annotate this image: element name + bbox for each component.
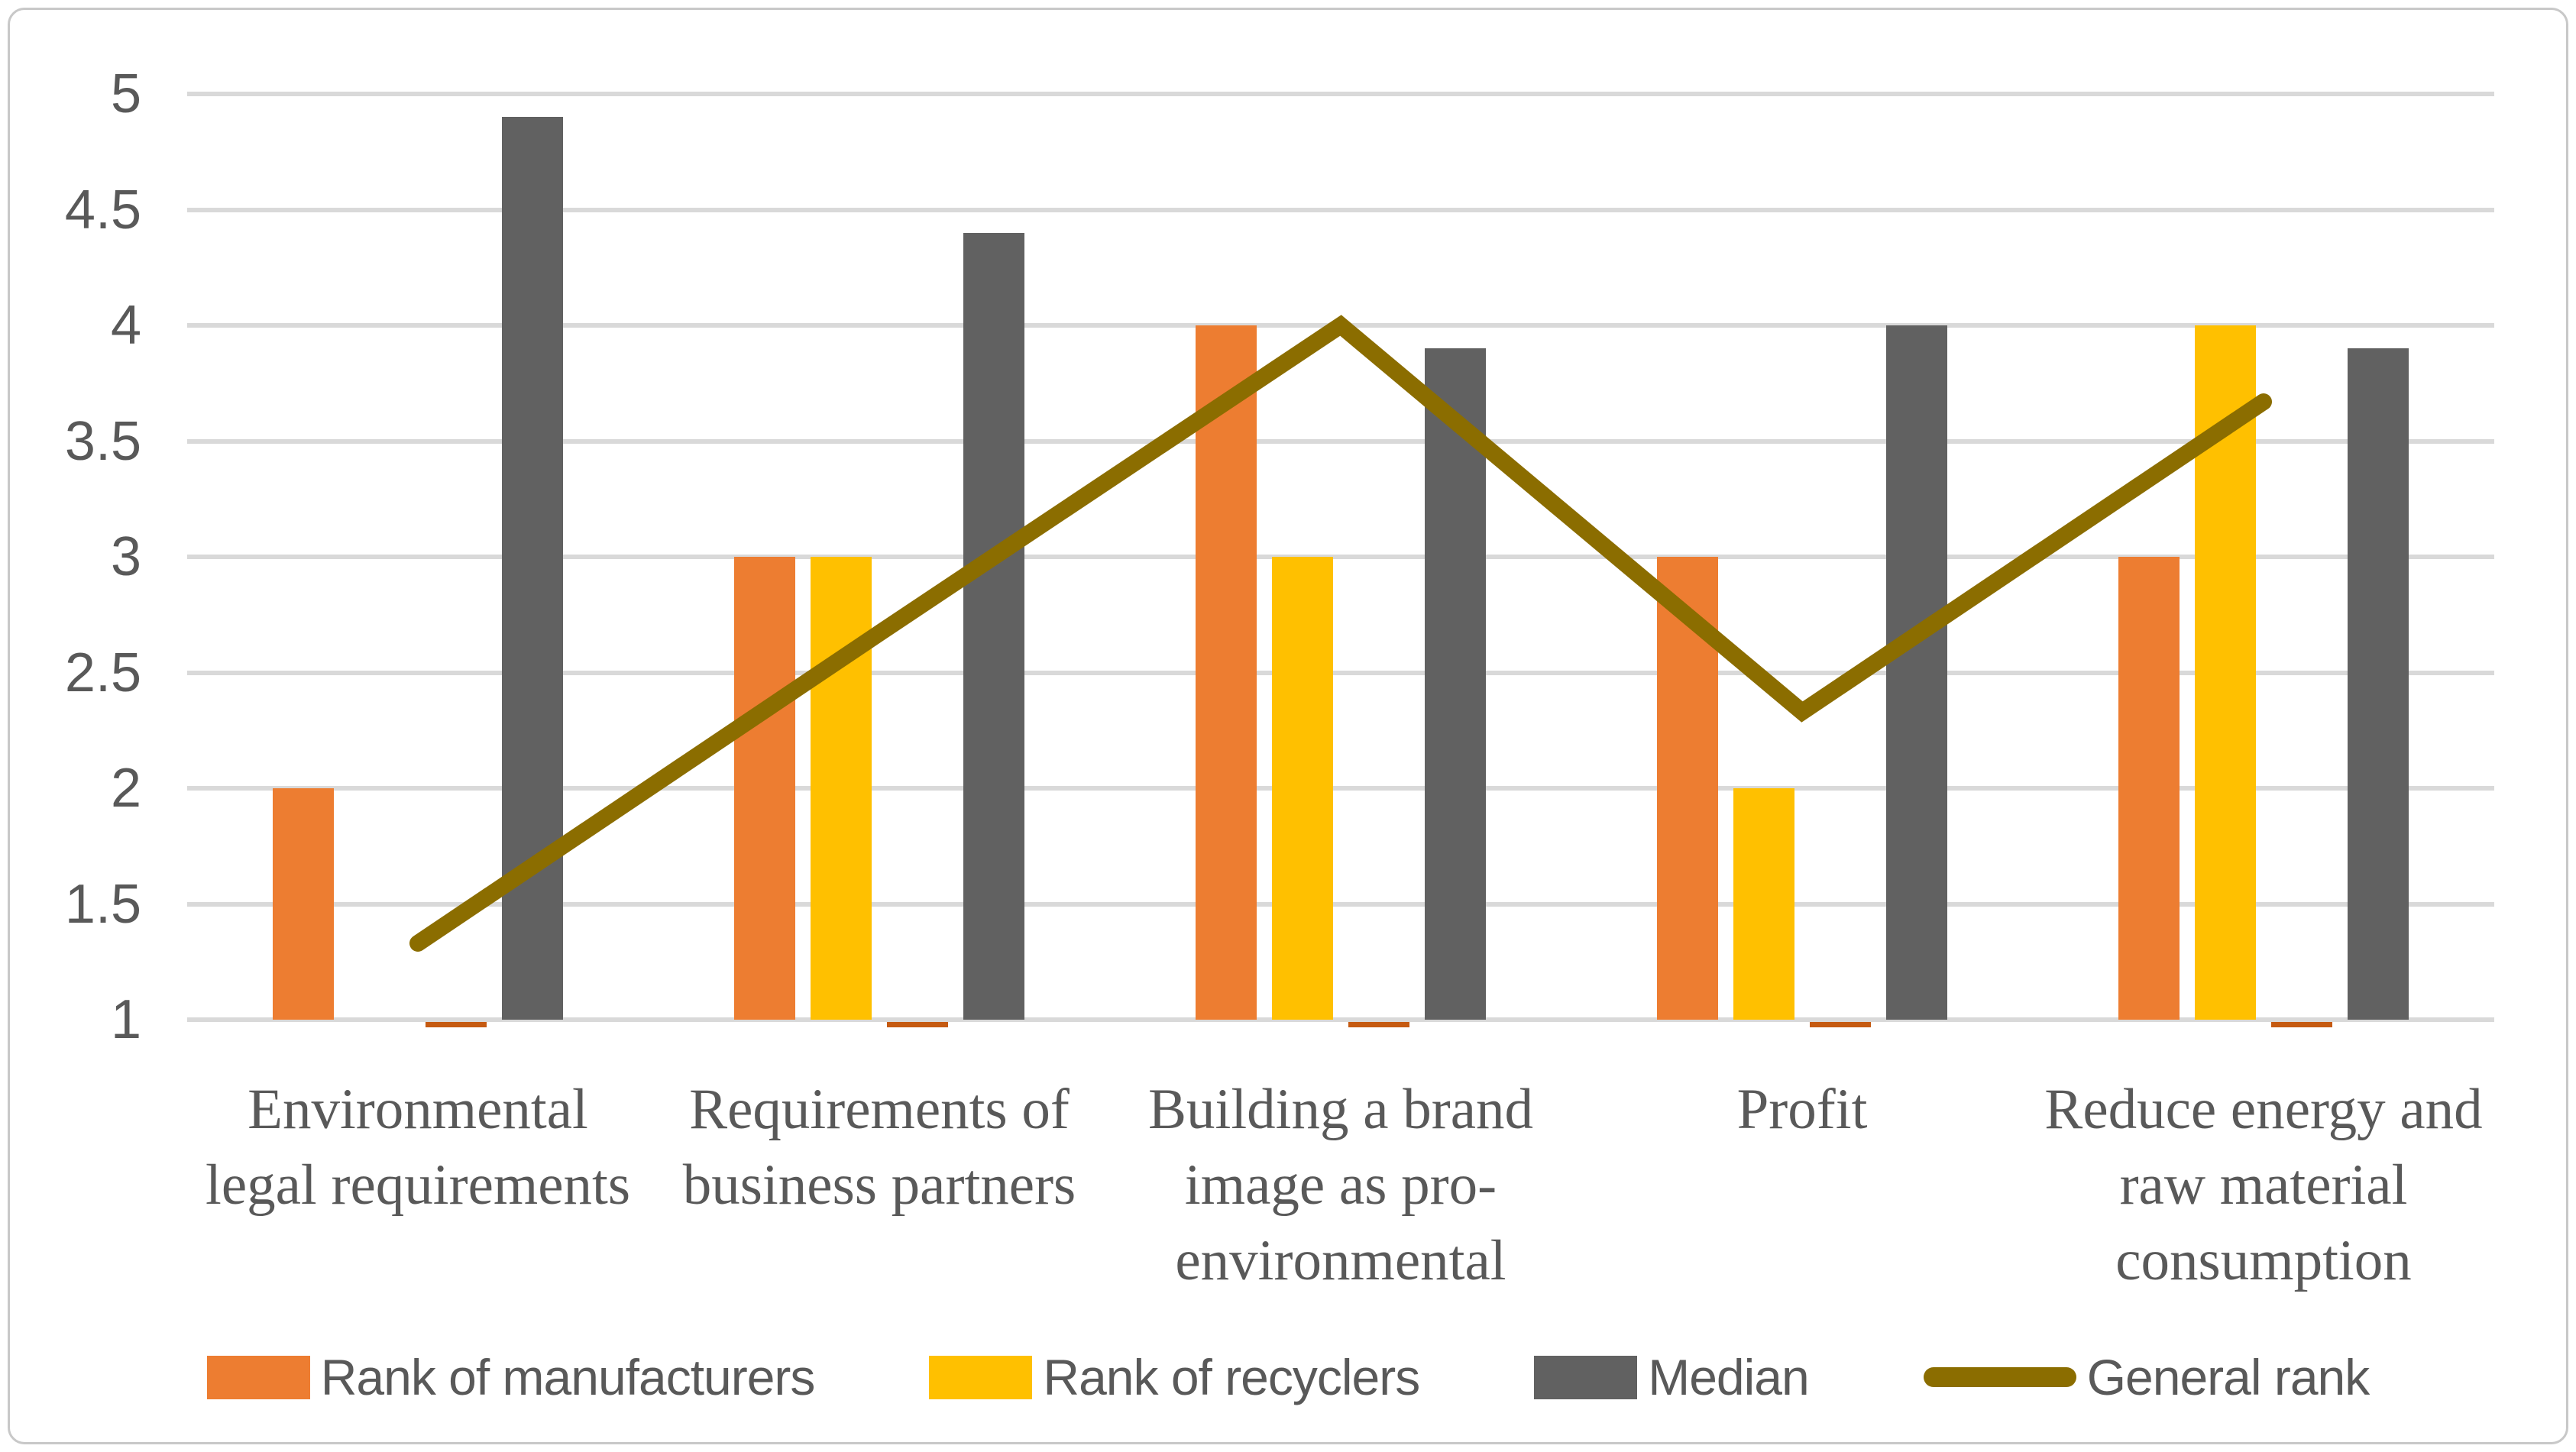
y-tick-label-4: 4 (110, 295, 141, 356)
bar-median (963, 232, 1024, 1020)
bar-rank-of-recyclers (1733, 788, 1794, 1020)
y-tick-label-1: 1 (110, 989, 141, 1050)
legend-label-rank-of-recyclers: Rank of recyclers (1043, 1349, 1420, 1405)
gridline-y-1.5 (187, 901, 2494, 907)
gridline-y-2.5 (187, 670, 2494, 675)
legend-swatch-rank-of-manufacturers (206, 1355, 310, 1399)
bar-median (1886, 325, 1947, 1020)
legend-label-rank-of-manufacturers: Rank of manufacturers (320, 1349, 816, 1405)
legend-label-median: Median (1648, 1349, 1809, 1405)
bar-baseline-sliver (1348, 1022, 1409, 1027)
y-tick-label-3: 3 (110, 526, 141, 587)
legend-item-rank-of-manufacturers: Rank of manufacturers (206, 1348, 816, 1406)
legend-item-median: Median (1534, 1348, 1810, 1406)
x-category-label-3: Building a brand image as pro-environmen… (1147, 1078, 1534, 1292)
y-tick-label-2: 2 (110, 758, 141, 819)
bar-rank-of-manufacturers (734, 557, 795, 1020)
y-tick-label-3.5: 3.5 (64, 410, 141, 472)
bar-rank-of-manufacturers (1196, 325, 1257, 1020)
gridline-y-4.5 (187, 207, 2494, 212)
bar-median (1425, 348, 1486, 1020)
bar-rank-of-manufacturers (2118, 557, 2180, 1020)
gridline-y-2 (187, 786, 2494, 791)
x-category-label-1: Environmental legal requirements (205, 1078, 631, 1217)
legend-item-general-rank: General rank (1923, 1348, 2371, 1406)
gridline-y-5 (187, 92, 2494, 96)
gridline-y-3 (187, 555, 2494, 559)
bar-rank-of-manufacturers (273, 788, 334, 1020)
plot-area (187, 92, 2494, 1027)
legend-swatch-rank-of-recyclers (929, 1355, 1033, 1399)
y-tick-label-5: 5 (110, 63, 141, 125)
bar-rank-of-recyclers (811, 557, 872, 1020)
x-category-label-2: Requirements of business partners (682, 1078, 1076, 1217)
legend-item-rank-of-recyclers: Rank of recyclers (929, 1348, 1420, 1406)
y-tick-label-2.5: 2.5 (64, 642, 141, 703)
chart-frame: Environmental legal requirements Requirem… (8, 8, 2568, 1444)
y-tick-label-1.5: 1.5 (64, 873, 141, 935)
y-tick-label-4.5: 4.5 (64, 179, 141, 241)
line-path-general-rank (409, 315, 2272, 952)
legend-swatch-general-rank-line (1923, 1367, 2076, 1387)
x-category-label-4: Profit (1736, 1078, 1868, 1141)
bar-baseline-sliver (426, 1022, 487, 1027)
gridline-y-1 (187, 1017, 2494, 1022)
general-rank-line (409, 315, 2272, 952)
x-axis-category-labels: Environmental legal requirements Requirem… (187, 1072, 2494, 1298)
bar-baseline-sliver (1810, 1022, 1871, 1027)
bar-median (2348, 348, 2409, 1020)
legend-label-general-rank: General rank (2086, 1349, 2371, 1405)
legend-swatch-median (1534, 1355, 1638, 1399)
x-category-label-5: Reduce energy and raw material consumpti… (2044, 1078, 2483, 1292)
gridline-y-3.5 (187, 438, 2494, 444)
legend: Rank of manufacturers Rank of recyclers … (10, 1348, 2566, 1406)
bar-baseline-sliver (887, 1022, 948, 1027)
bar-baseline-sliver (2271, 1022, 2332, 1027)
bar-rank-of-recyclers (1272, 557, 1333, 1020)
